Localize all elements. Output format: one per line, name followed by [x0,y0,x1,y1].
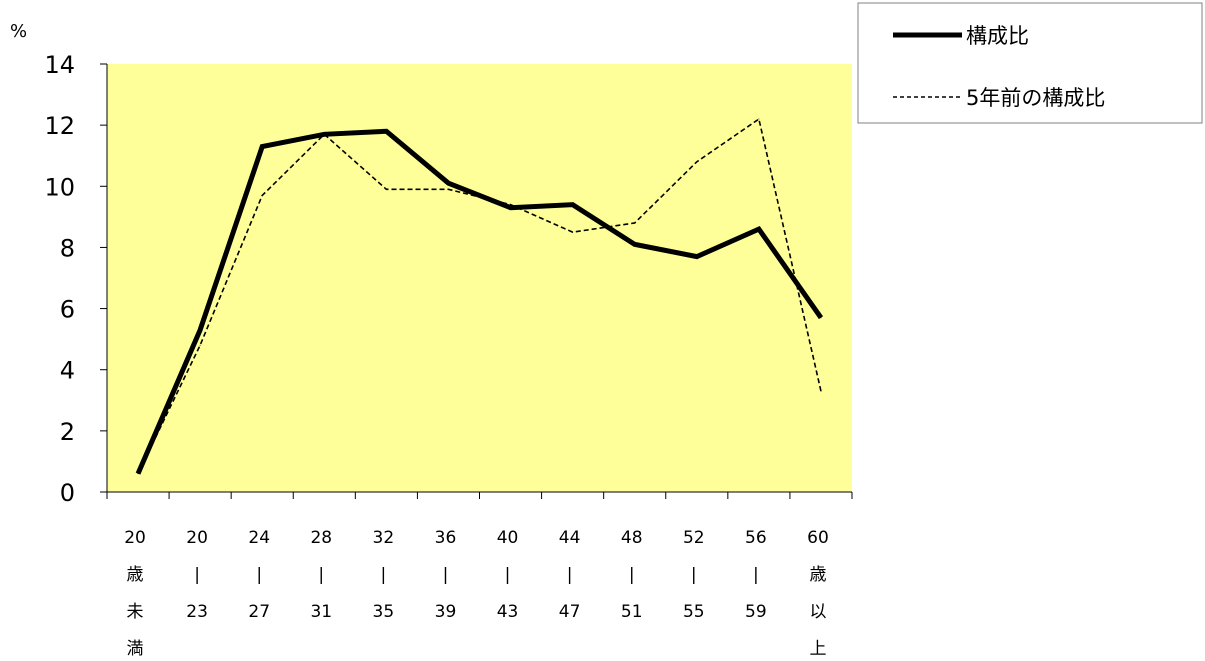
x-tick-label: 28 [310,528,332,548]
data-point-series-0 [572,204,574,206]
data-point-series-0 [696,256,698,258]
x-tick-label: 47 [559,602,581,622]
y-tick-label: 6 [60,296,75,324]
x-tick-label: 56 [745,528,767,548]
x-tick-label: 31 [310,602,332,622]
x-tick-label: 60 [807,528,829,548]
data-point-series-0 [820,317,822,319]
data-point-series-1 [199,344,201,346]
legend-label-series-1: 5年前の構成比 [966,86,1105,110]
x-tick-label: | [505,565,511,585]
data-point-series-0 [510,207,512,209]
x-tick-label: 歳 [127,565,144,585]
y-tick-label: 2 [60,418,75,446]
x-tick-label: | [629,565,635,585]
x-tick-label: 20 [124,528,146,548]
series-line-1 [137,117,822,475]
x-tick-label: | [567,565,573,585]
data-point-series-0 [634,243,636,245]
data-point-series-1 [261,194,263,196]
y-tick-label: 14 [44,51,75,79]
x-tick-label: | [691,565,697,585]
data-point-series-0 [199,329,201,331]
x-tick-label: 24 [248,528,270,548]
series-layer [135,117,824,475]
x-tick-label: 歳 [809,565,826,585]
data-point-series-0 [758,228,760,230]
data-point-series-1 [758,118,760,120]
x-tick-label: 20 [186,528,208,548]
x-tick-label: 23 [186,602,208,622]
x-tick-label: 32 [373,528,395,548]
data-point-series-1 [820,390,822,392]
x-tick-label: 52 [683,528,705,548]
x-tick-label: 48 [621,528,643,548]
data-point-series-1 [696,161,698,163]
x-tick-label: | [443,565,449,585]
data-point-series-1 [572,231,574,233]
legend-box [857,2,1203,124]
data-point-series-1 [385,188,387,190]
data-point-series-1 [447,188,449,190]
x-tick-label: | [753,565,759,585]
x-tick-label: 51 [621,602,643,622]
x-tick-label: 以 [809,602,826,622]
x-tick-label: 59 [745,602,767,622]
x-axis: 20歳未満20|2324|2728|3132|3536|3940|4344|47… [106,491,853,659]
data-point-series-1 [510,204,512,206]
y-axis: 0 2 4 6 8 10 12 14 [44,51,108,507]
y-tick-label: 12 [44,112,75,140]
x-tick-label: 未 [127,602,144,622]
y-unit-label: % [10,21,27,42]
data-point-series-1 [137,473,139,475]
x-tick-label: 満 [127,639,144,659]
legend-label-series-0: 構成比 [966,24,1029,48]
x-tick-label: | [318,565,324,585]
data-point-series-0 [261,146,263,148]
x-tick-label: 39 [435,602,457,622]
series-line-0 [135,128,824,475]
x-tick-label: 43 [497,602,519,622]
x-tick-label: 36 [435,528,457,548]
x-tick-label: | [194,565,200,585]
legend: 構成比 5年前の構成比 [857,2,1203,124]
y-tick-label: 10 [44,173,75,201]
y-tick-label: 0 [60,479,75,507]
data-point-series-0 [385,130,387,132]
x-tick-label: 27 [248,602,270,622]
x-tick-label: 35 [373,602,395,622]
y-tick-label: 4 [60,357,75,385]
data-point-series-0 [447,182,449,184]
y-tick-label: 8 [60,234,75,262]
data-point-series-1 [323,133,325,135]
x-tick-label: | [381,565,387,585]
x-tick-label: 55 [683,602,705,622]
x-tick-label: | [256,565,262,585]
x-tick-label: 上 [809,639,826,659]
plot-area [107,64,852,492]
data-point-series-1 [634,222,636,224]
x-tick-label: 40 [497,528,519,548]
x-tick-label: 44 [559,528,581,548]
